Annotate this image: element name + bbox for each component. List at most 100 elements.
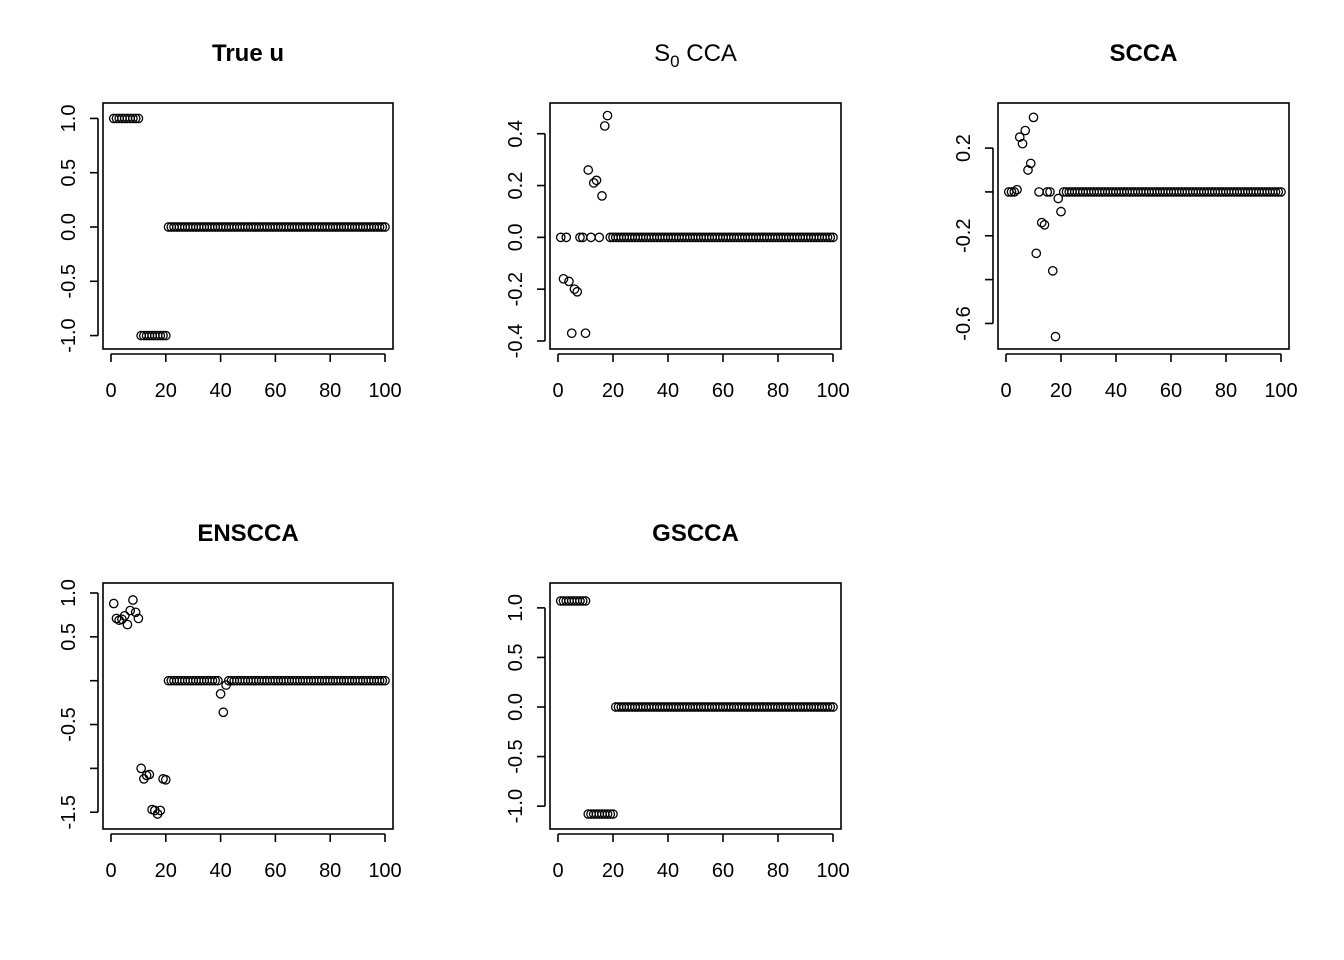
data-point: [108, 598, 119, 609]
x-tick-label: 80: [767, 860, 789, 882]
data-point: [1020, 125, 1031, 136]
y-axis: -0.4 -0.2 0.0 0.2 0.4: [505, 120, 546, 358]
data-point: [1006, 187, 1017, 197]
plot-frame: [549, 102, 842, 350]
data-point: [1034, 187, 1044, 197]
y-tick-label: -0.4: [505, 324, 527, 358]
y-tick-label: -0.5: [58, 707, 80, 741]
x-axis: 0 20 40 60 80 100: [105, 353, 402, 402]
data-point: [572, 286, 583, 297]
data-point: [558, 273, 569, 284]
y-tick-label: 0.5: [58, 159, 80, 187]
data-point: [588, 178, 599, 188]
data-point: [825, 702, 836, 712]
data-point: [597, 191, 607, 201]
plot-title: SCCA: [1109, 40, 1177, 67]
data-point: [575, 232, 585, 243]
data-point: [1017, 138, 1028, 149]
data-point: [136, 763, 146, 774]
x-tick-label: 80: [767, 380, 789, 402]
panel-3: SCCA 0 20 40 60 80 100 -0.6 -0.2 0.2: [953, 40, 1298, 402]
y-tick-label: -0.5: [58, 264, 80, 298]
x-tick-label: 80: [319, 860, 341, 882]
data-point: [583, 165, 594, 175]
data-point: [822, 232, 833, 243]
y-tick-label: 0.5: [58, 623, 80, 651]
y-tick-label: -1.0: [505, 789, 527, 823]
y-tick-label: 0.0: [505, 223, 527, 251]
data-point: [207, 675, 218, 686]
y-tick-label: 0.4: [505, 120, 527, 148]
data-point: [380, 222, 390, 232]
data-point: [555, 232, 566, 243]
panel-1: True u 0 20 40 60 80 100 -1.0 -0.5 0.0 0.5 1.0: [58, 40, 402, 402]
x-tick-label: 0: [105, 380, 116, 402]
data-point: [608, 809, 618, 819]
data-point: [374, 675, 385, 686]
x-axis: 0 20 40 60 80 100: [105, 833, 402, 882]
data-point: [591, 175, 602, 186]
plot-title: GSCCA: [652, 520, 739, 547]
panel-4: ENSCCA 0 20 40 60 80 100 -1.5 -0.5 0.5 1.0: [58, 520, 402, 882]
data-point: [599, 121, 610, 131]
data-point: [569, 284, 580, 295]
x-tick-label: 100: [1264, 380, 1297, 402]
x-tick-label: 20: [1050, 380, 1072, 402]
data-point: [602, 110, 613, 121]
data-point: [155, 805, 166, 816]
data-point: [133, 113, 144, 124]
y-tick-label: -0.2: [953, 219, 975, 253]
x-tick-label: 100: [368, 380, 401, 402]
x-tick-label: 40: [657, 860, 679, 882]
points: [108, 595, 390, 819]
points: [108, 113, 390, 341]
plot-frame: [997, 102, 1290, 350]
data-point: [566, 328, 577, 339]
y-tick-label: 1.0: [58, 105, 80, 133]
data-point: [374, 222, 385, 232]
data-point: [594, 232, 605, 243]
data-point: [1014, 132, 1025, 142]
data-point: [825, 232, 836, 243]
data-point: [828, 232, 838, 243]
data-point: [1270, 187, 1281, 197]
data-point: [133, 613, 144, 624]
x-tick-label: 20: [602, 860, 624, 882]
data-point: [1023, 165, 1033, 175]
x-tick-label: 60: [264, 380, 286, 402]
data-point: [1039, 219, 1050, 230]
data-point: [215, 688, 226, 699]
x-axis: 0 20 40 60 80 100: [552, 353, 850, 402]
x-tick-label: 60: [1160, 380, 1182, 402]
data-point: [128, 113, 138, 124]
points: [1003, 112, 1286, 342]
data-point: [218, 707, 229, 718]
x-tick-label: 60: [712, 860, 734, 882]
x-tick-label: 60: [264, 860, 286, 882]
y-tick-label: 0.0: [58, 213, 80, 241]
data-point: [561, 232, 572, 243]
data-point: [130, 113, 141, 124]
y-tick-label: -0.2: [505, 272, 527, 306]
data-point: [1028, 112, 1039, 123]
y-tick-label: -0.6: [953, 306, 975, 340]
y-axis: -0.6 -0.2 0.2: [953, 134, 994, 341]
data-point: [602, 809, 613, 819]
data-point: [564, 276, 574, 287]
plot-title: S0 CCA: [654, 40, 737, 71]
x-tick-label: 40: [657, 380, 679, 402]
data-point: [158, 330, 168, 341]
panel-5: GSCCA 0 20 40 60 80 100 -1.0 -0.5 0.0 0.5 1.0: [505, 520, 850, 882]
data-point: [1053, 193, 1064, 204]
data-point: [605, 809, 616, 819]
data-point: [580, 596, 591, 606]
data-point: [586, 232, 596, 243]
x-tick-label: 40: [1105, 380, 1127, 402]
plot-frame: [102, 582, 394, 830]
data-point: [1045, 187, 1055, 197]
x-tick-label: 100: [816, 380, 849, 402]
y-tick-label: 1.0: [58, 579, 80, 607]
panel-2: S0 CCA 0 20 40 60 80 100 -0.4 -0.2 0.0 0.2 0.4: [505, 40, 850, 402]
plot-title: True u: [212, 40, 284, 67]
